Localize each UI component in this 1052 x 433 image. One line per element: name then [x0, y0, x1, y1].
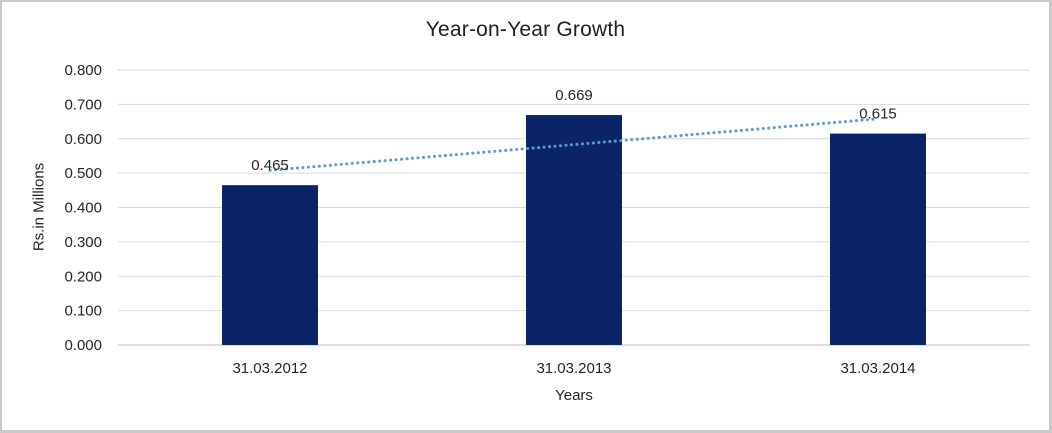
y-tick-label: 0.700	[64, 96, 102, 113]
y-tick-label: 0.500	[64, 165, 102, 182]
y-tick-label: 0.200	[64, 268, 102, 285]
bar	[222, 185, 318, 345]
bar-value-label: 0.465	[251, 157, 289, 174]
y-tick-label: 0.100	[64, 303, 102, 320]
y-tick-label: 0.800	[64, 62, 102, 79]
bar	[526, 115, 622, 345]
category-label: 31.03.2013	[536, 360, 611, 377]
y-tick-label: 0.000	[64, 337, 102, 354]
x-axis-title: Years	[555, 387, 593, 404]
bar-value-label: 0.615	[859, 106, 897, 123]
chart-title: Year-on-Year Growth	[425, 18, 626, 41]
bar	[830, 133, 926, 345]
y-tick-label: 0.300	[64, 234, 102, 251]
category-label: 31.03.2014	[840, 360, 915, 377]
y-tick-label: 0.400	[64, 200, 102, 217]
bar-value-label: 0.669	[555, 87, 593, 104]
category-label: 31.03.2012	[232, 360, 307, 377]
y-tick-label: 0.600	[64, 131, 102, 148]
